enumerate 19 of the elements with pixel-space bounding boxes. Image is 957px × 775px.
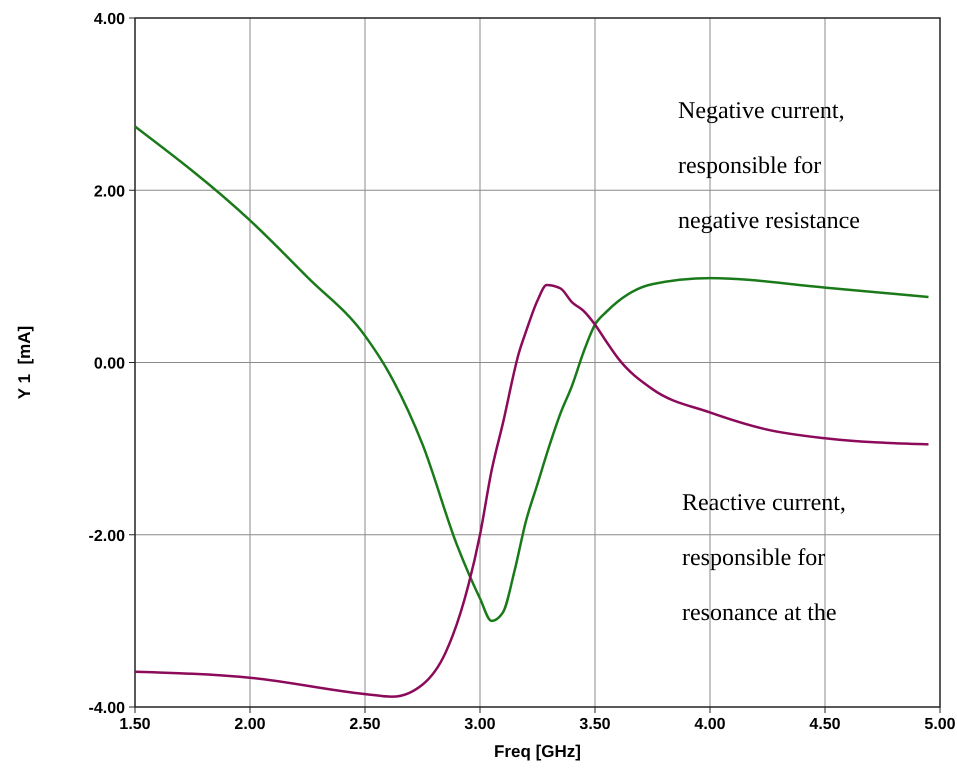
y-tick-label: 0.00 [94,356,126,372]
x-tick-label: 4.00 [694,716,726,733]
x-tick-label: 3.50 [579,716,611,733]
y-axis-title: Y 1 [mA] [15,326,34,400]
line-series [134,125,930,622]
y-tick-label: -2.00 [88,528,126,545]
y-tick-label: 2.00 [94,183,126,200]
line-series [134,284,930,698]
text: Reactive current, responsible for resonance at the [682,490,846,626]
x-tick-label: 3.00 [464,716,496,733]
y-tick-label: -4.00 [88,700,126,717]
x-tick-label: 4.50 [809,716,841,733]
text: Negative current, responsible for negative resistance [678,98,860,234]
y-tick-label: 4.00 [94,11,126,28]
x-axis-title: Freq [GHz] [494,742,581,761]
x-tick-label: 2.00 [234,716,266,733]
x-tick-label: 5.00 [924,716,956,733]
x-tick-label: 2.50 [349,716,381,733]
x-tick-label: 1.50 [119,716,151,733]
